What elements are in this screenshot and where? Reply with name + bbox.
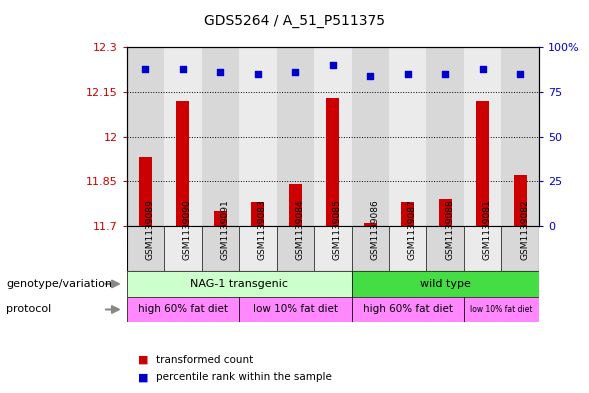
Text: GDS5264 / A_51_P511375: GDS5264 / A_51_P511375 (204, 14, 385, 28)
Bar (239, 297, 352, 322)
Bar (139, 158, 152, 226)
Text: GSM1139085: GSM1139085 (333, 199, 342, 260)
Bar (476, 101, 489, 226)
Text: low 10% fat diet: low 10% fat diet (253, 305, 338, 314)
Bar (277, 47, 314, 226)
Bar (127, 297, 239, 322)
Bar (164, 226, 201, 271)
Bar (252, 202, 264, 226)
Text: NAG-1 transgenic: NAG-1 transgenic (190, 279, 288, 289)
Bar (401, 202, 414, 226)
Bar (364, 223, 377, 226)
Bar (501, 226, 539, 271)
Bar (127, 47, 164, 226)
Bar (214, 211, 227, 226)
Bar (464, 226, 501, 271)
Bar (314, 47, 352, 226)
Bar (289, 184, 302, 226)
Point (141, 66, 150, 72)
Point (178, 66, 187, 72)
Text: GSM1139084: GSM1139084 (295, 199, 305, 260)
Text: GSM1139090: GSM1139090 (183, 199, 192, 260)
Text: genotype/variation: genotype/variation (6, 279, 112, 289)
Bar (176, 101, 190, 226)
Bar (352, 271, 539, 297)
Point (478, 66, 488, 72)
Bar (314, 226, 352, 271)
Bar (277, 226, 314, 271)
Bar (352, 297, 464, 322)
Text: GSM1139088: GSM1139088 (445, 199, 454, 260)
Point (290, 69, 300, 75)
Bar (352, 226, 389, 271)
Bar (464, 47, 501, 226)
Bar (426, 226, 464, 271)
Text: GSM1139087: GSM1139087 (408, 199, 417, 260)
Bar (239, 47, 277, 226)
Text: high 60% fat diet: high 60% fat diet (363, 305, 453, 314)
Text: high 60% fat diet: high 60% fat diet (138, 305, 228, 314)
Point (328, 62, 337, 68)
Text: low 10% fat diet: low 10% fat diet (470, 305, 532, 314)
Text: percentile rank within the sample: percentile rank within the sample (156, 372, 332, 382)
Bar (352, 47, 389, 226)
Text: transformed count: transformed count (156, 354, 253, 365)
Point (253, 71, 263, 77)
Point (403, 71, 412, 77)
Bar (389, 47, 426, 226)
Text: GSM1139086: GSM1139086 (370, 199, 379, 260)
Text: GSM1139083: GSM1139083 (258, 199, 267, 260)
Bar (426, 47, 464, 226)
Text: GSM1139089: GSM1139089 (145, 199, 154, 260)
Text: GSM1139082: GSM1139082 (520, 199, 529, 260)
Bar (514, 175, 527, 226)
Bar (201, 47, 239, 226)
Bar (127, 226, 164, 271)
Text: ■: ■ (138, 372, 149, 382)
Bar (326, 98, 339, 226)
Point (515, 71, 525, 77)
Text: GSM1139091: GSM1139091 (220, 199, 229, 260)
Point (366, 73, 375, 79)
Text: GSM1139081: GSM1139081 (483, 199, 492, 260)
Bar (201, 226, 239, 271)
Text: protocol: protocol (6, 305, 51, 314)
Point (216, 69, 225, 75)
Bar (239, 226, 277, 271)
Point (441, 71, 450, 77)
Bar (501, 47, 539, 226)
Bar (439, 199, 452, 226)
Bar (164, 47, 201, 226)
Bar (464, 297, 539, 322)
Bar (127, 271, 352, 297)
Text: wild type: wild type (420, 279, 471, 289)
Text: ■: ■ (138, 354, 149, 365)
Bar (389, 226, 426, 271)
